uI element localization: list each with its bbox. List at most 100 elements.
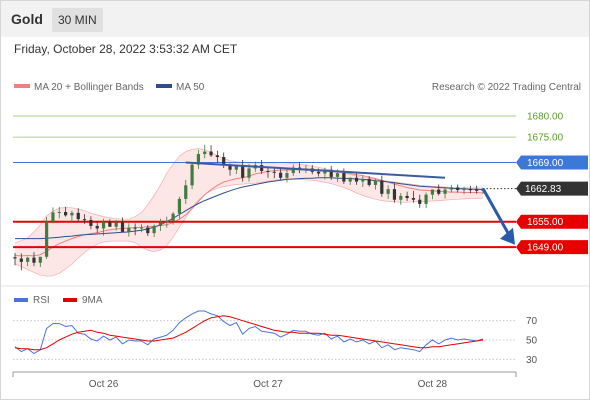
candle-body [316,171,321,174]
candle-body [222,157,226,166]
candle-body [51,212,55,222]
candle-body [386,189,390,194]
candle-body [342,173,346,182]
candle-body [120,222,125,232]
candle-body [354,177,359,182]
candle-body [203,151,207,155]
candle-body [76,212,80,220]
candle-body [367,179,371,185]
candle-body [373,180,378,185]
level-label-1: 1675.00 [527,133,564,144]
candle-body [171,213,175,221]
candle-body [234,165,238,170]
candle-body [424,194,428,204]
candle-body [133,227,137,229]
rsi-tick-label-1: 50 [526,336,538,347]
legend-swatch-rsi [14,298,28,302]
level-badge-3 [516,214,588,229]
candle-body [475,189,479,191]
candle-body [152,225,156,234]
candle-body [247,168,251,178]
candle-body [329,169,333,177]
candle-body [348,177,352,182]
candle-body [462,189,466,191]
candle-body [335,173,340,177]
level-badge-4 [516,240,588,255]
candle-body [279,172,283,178]
candle-body [127,227,131,232]
rsi-pane: 70 50 30 [13,310,538,366]
rsi-series-1 [14,315,484,351]
candle-body [392,189,397,200]
candle-body [139,227,144,229]
candle-body [430,189,435,195]
price-pane: 1680.00 1675.00 1669.00 1655.00 1649.00 1662.… [13,112,588,277]
last-price-badge [516,181,588,196]
bollinger-band-fill [15,148,483,277]
rsi-series-0 [14,310,484,355]
candle-body [32,257,36,263]
level-badge-2 [516,155,588,170]
chart-header: Gold 30 MIN [1,1,589,37]
x-axis: Oct 26 Oct 27 Oct 28 [89,379,448,390]
candle-body [45,221,49,257]
candle-body [114,222,118,227]
rsi-tick-label-2: 30 [526,355,538,366]
candle-body [228,165,232,170]
x-tick-label-2: Oct 28 [418,379,448,390]
x-tick-label-0: Oct 26 [89,379,119,390]
candle-body [95,225,99,229]
candle-body [165,220,169,223]
candle-body [190,164,194,186]
timeframe-selector[interactable]: 30 MIN [52,8,103,32]
legend-swatch-ma50 [156,84,172,88]
legend-swatch-bollinger [14,84,30,88]
candle-body [266,170,270,172]
credit-text: Research © 2022 Trading Central [432,82,581,93]
candle-body [260,165,264,171]
candle-body [291,167,295,174]
candle-body [89,220,93,226]
candle-body [196,154,201,165]
trendline [185,161,446,179]
candle-body [57,211,61,213]
candle-body [82,219,87,221]
candle-body [26,257,30,262]
candle-body [63,211,68,216]
level-label-3: 1655.00 [527,217,564,228]
legend-swatch-rsi-ma [63,298,77,302]
candle-body [443,189,447,194]
candle-body [184,185,188,199]
candle-body [177,198,182,214]
candle-body [241,165,245,178]
rsi-tick-label-0: 70 [526,316,538,327]
candle-body [158,222,163,226]
candle-body [468,189,472,191]
level-label-4: 1649.00 [527,243,564,254]
candle-body [449,187,453,190]
legend-label-rsi: RSI [33,295,50,306]
candle-body [209,151,213,156]
candle-body [380,180,384,194]
candle-body [108,222,112,227]
instrument-title: Gold [11,11,43,27]
candle-body [405,195,409,199]
level-label-0: 1680.00 [527,112,564,123]
legend-label-ma50: MA 50 [176,82,205,93]
candle-body [418,199,422,204]
x-tick-label-1: Oct 27 [253,379,283,390]
forecast-arrow-head [500,227,515,245]
candle-body [272,171,276,173]
candle-body [456,187,460,190]
candle-body [285,173,289,178]
candle-body [399,195,403,200]
chart-datetime: Friday, October 28, 2022 3:53:32 AM CET [14,42,238,56]
candle-body [411,198,416,200]
legend-label-rsi-ma: 9MA [82,295,103,306]
candle-body [13,257,17,259]
last-price-label: 1662.83 [525,184,562,195]
candle-body [38,256,42,263]
candle-body [215,155,219,158]
forecast-arrow-shaft [481,187,511,236]
